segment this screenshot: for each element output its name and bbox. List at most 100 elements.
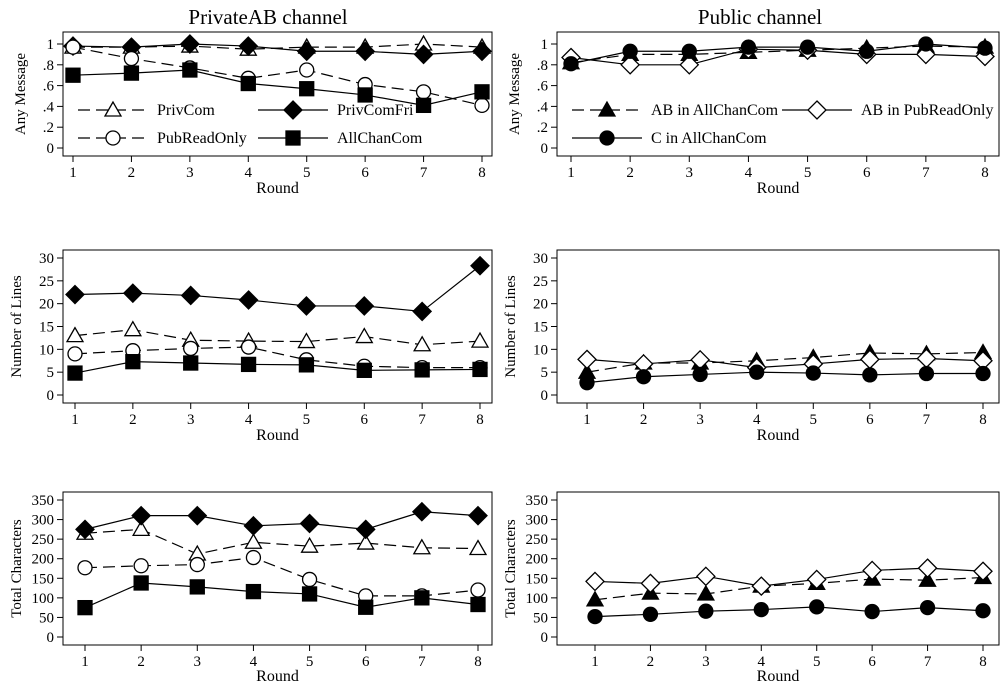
point-privcomfri [238, 290, 259, 310]
point-c-in-allchancom [918, 36, 934, 52]
point-allchancom [357, 87, 373, 103]
legend-marker-ab-in-pubreadonly [807, 100, 827, 120]
x-tick-label: 5 [813, 654, 821, 670]
point-ab-in-pubreadonly [751, 576, 772, 597]
point-allchancom [182, 62, 198, 78]
y-tick-label: 200 [526, 552, 549, 568]
y-tick-label: 10 [533, 342, 548, 358]
point-privcomfri [296, 41, 317, 62]
x-tick-label: 8 [476, 412, 484, 428]
point-privcomfri [411, 501, 432, 522]
y-axis-label: Total Characters [9, 519, 25, 618]
point-allchancom [123, 65, 140, 81]
x-tick-label: 5 [804, 165, 812, 181]
point-pubreadonly [65, 39, 81, 55]
point-pubreadonly [474, 97, 490, 114]
point-c-in-allchancom [635, 369, 652, 385]
point-c-in-allchancom [919, 599, 936, 616]
point-privcomfri [122, 283, 143, 304]
x-tick-label: 4 [250, 654, 258, 670]
series-line-allchancom [84, 582, 479, 609]
point-privcom [132, 520, 151, 537]
y-tick-label: 15 [533, 320, 548, 336]
point-allchancom [298, 357, 315, 373]
x-axis-label: Round [757, 668, 800, 685]
x-tick-label: 5 [303, 412, 311, 428]
point-ab-in-pubreadonly [585, 571, 605, 592]
point-ab-in-pubreadonly [806, 569, 827, 590]
point-ab-in-pubreadonly [577, 349, 597, 370]
point-privcom [468, 539, 488, 556]
point-ab-in-pubreadonly [679, 54, 700, 75]
y-tick-label: 5 [541, 365, 549, 381]
point-c-in-allchancom [698, 603, 714, 619]
series-line-ab-in-allchancom [570, 45, 986, 64]
series-line-privcom [84, 528, 479, 555]
point-privcomfri [412, 301, 433, 322]
y-tick-label: 150 [32, 571, 55, 587]
left-column-title: PrivateAB channel [188, 5, 347, 29]
x-axis-label: Round [256, 180, 299, 197]
x-tick-label: 7 [418, 654, 426, 670]
point-ab-in-pubreadonly [973, 561, 993, 582]
y-tick-label: .2 [537, 120, 548, 136]
point-privcomfri [238, 36, 259, 56]
point-c-in-allchancom [753, 601, 769, 618]
y-tick-label: 25 [533, 274, 548, 290]
point-pubreadonly [77, 560, 93, 576]
legend-marker-pubreadonly [105, 130, 121, 146]
y-tick-label: 0 [541, 630, 549, 646]
point-c-in-allchancom [862, 367, 878, 383]
point-allchancom [240, 75, 256, 92]
x-tick-label: 5 [810, 412, 818, 428]
y-tick-label: 50 [533, 610, 548, 626]
x-axis-label: Round [757, 427, 800, 444]
y-tick-label: 5 [47, 365, 55, 381]
point-c-in-allchancom [977, 40, 993, 56]
plot-frame [556, 491, 1000, 646]
series-line-privcom [74, 329, 481, 346]
y-tick-label: 0 [47, 630, 55, 646]
y-tick-label: 150 [526, 571, 549, 587]
point-allchancom [301, 586, 318, 602]
point-c-in-allchancom [918, 365, 935, 382]
x-tick-label: 7 [418, 412, 426, 428]
point-privcom [413, 335, 432, 352]
x-tick-label: 4 [753, 412, 761, 428]
x-tick-label: 6 [361, 165, 369, 181]
legend-label-privcom: PrivCom [157, 102, 215, 119]
y-tick-label: 1 [47, 37, 55, 53]
point-privcomfri [243, 515, 264, 536]
x-tick-label: 6 [361, 412, 369, 428]
y-tick-label: 350 [526, 493, 549, 509]
y-tick-label: 200 [32, 552, 55, 568]
legend-marker-allchancom [285, 130, 301, 146]
y-tick-label: 300 [32, 513, 55, 529]
point-c-in-allchancom [859, 43, 875, 59]
point-privcomfri [180, 285, 201, 306]
x-tick-label: 3 [702, 654, 710, 670]
point-pubreadonly [133, 558, 149, 574]
y-tick-label: .4 [43, 99, 55, 115]
point-allchancom [472, 361, 488, 378]
panel-lines-public: 1 2 3 4 5 6 7 8 Round 0 5 10 15 20 25 30 Number of Lines [503, 249, 1000, 444]
x-tick-label: 3 [696, 412, 704, 428]
point-allchancom [183, 355, 199, 371]
point-allchancom [414, 362, 430, 378]
x-tick-label: 6 [863, 165, 871, 181]
legend-label-ab-in-pubreadonly: AB in PubReadOnly [861, 102, 993, 119]
panel-lines-private: 1 2 3 4 5 6 7 8 Round 0 5 10 15 20 25 30 Number of Lines [9, 249, 493, 444]
x-tick-label: 2 [129, 412, 137, 428]
legend-label-ab-in-allchancom: AB in AllChanCom [651, 102, 779, 119]
point-allchancom [77, 599, 93, 616]
point-ab-in-pubreadonly [695, 566, 716, 587]
point-privcomfri [472, 41, 492, 62]
x-tick-label: 4 [745, 165, 753, 181]
y-tick-label: 1 [541, 37, 549, 53]
point-c-in-allchancom [587, 608, 603, 625]
plot-frame [62, 491, 493, 646]
legend-marker-privcomfri [283, 100, 303, 120]
point-c-in-allchancom [740, 39, 757, 55]
x-tick-label: 4 [245, 412, 253, 428]
x-tick-label: 1 [567, 165, 575, 181]
